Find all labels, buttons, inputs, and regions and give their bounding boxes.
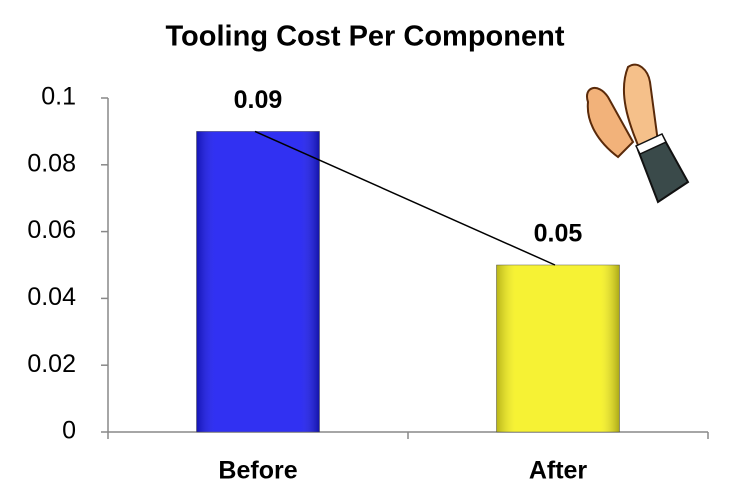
bar-shading	[497, 265, 620, 432]
y-tick-label: 0	[62, 417, 76, 445]
y-tick-label: 0.1	[41, 83, 76, 111]
y-tick-label: 0.08	[27, 149, 76, 177]
value-label: 0.09	[234, 86, 283, 114]
y-tick-label: 0.04	[27, 283, 76, 311]
clapping-hands-icon	[587, 65, 688, 202]
bar-shading	[197, 131, 320, 432]
y-tick-label: 0.02	[27, 350, 76, 378]
chart: Tooling Cost Per Component 0 0.02 0.04 0.06…	[0, 0, 729, 498]
x-tick-label: After	[529, 457, 588, 485]
value-label: 0.05	[534, 220, 583, 248]
page: {"chart_data": {"type": "bar", "title": …	[0, 0, 729, 498]
y-tick-label: 0.06	[27, 216, 76, 244]
x-tick-label: Before	[218, 457, 297, 485]
chart-title: Tooling Cost Per Component	[166, 21, 565, 53]
